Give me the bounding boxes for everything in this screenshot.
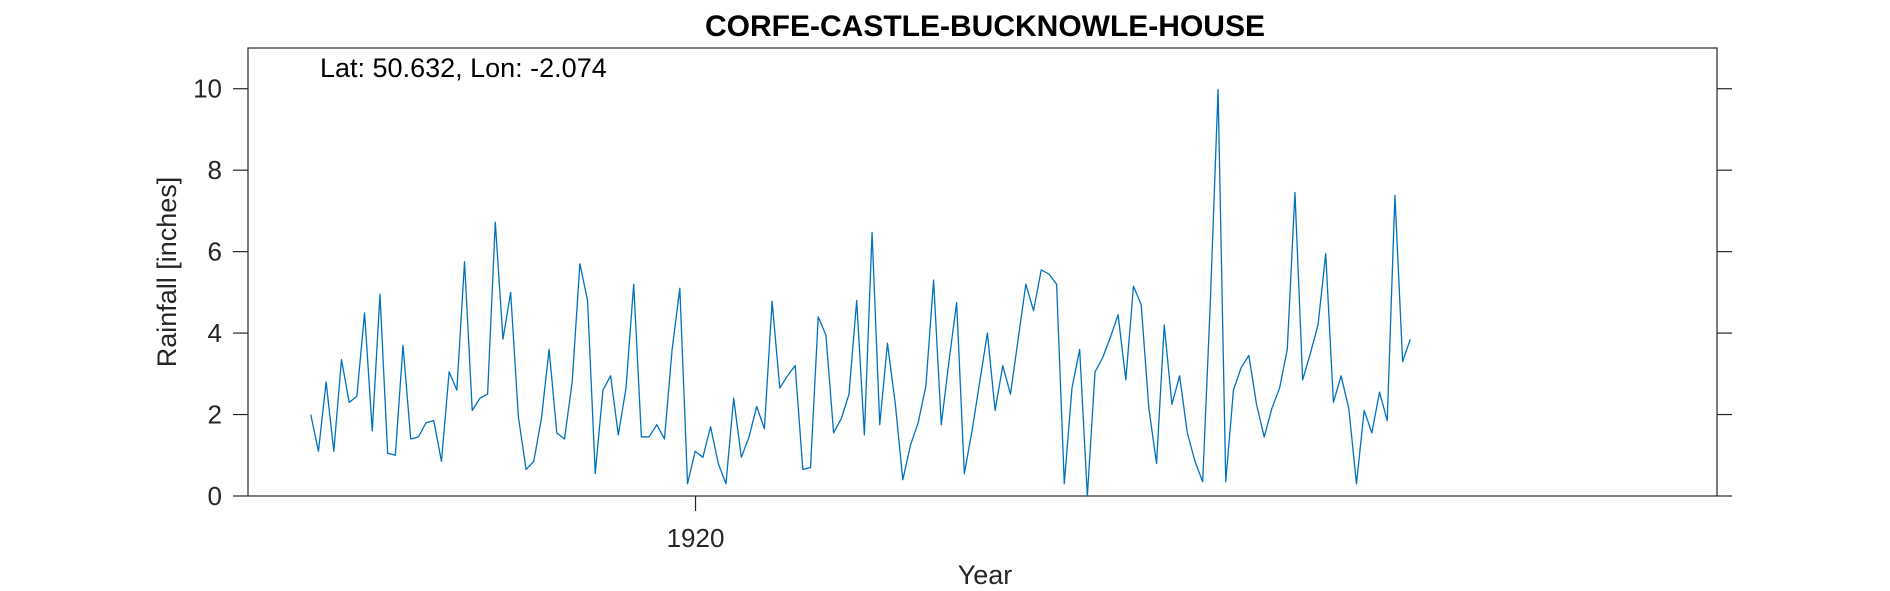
x-tick-label: 1920 — [667, 523, 725, 553]
station-coordinates-annotation: Lat: 50.632, Lon: -2.074 — [320, 53, 607, 83]
y-tick-label: 4 — [208, 318, 222, 348]
series-layer — [310, 88, 1411, 497]
plot-box — [247, 47, 1718, 497]
x-axis-label: Year — [958, 560, 1013, 590]
rainfall-series-line — [310, 88, 1411, 497]
chart-title: CORFE-CASTLE-BUCKNOWLE-HOUSE — [705, 10, 1265, 43]
y-tick-label: 8 — [208, 155, 222, 185]
y-axis-ticks: 0 2 4 6 8 10 — [193, 74, 1732, 511]
x-axis-ticks: 1920 — [667, 496, 725, 553]
plot-frame — [247, 47, 1718, 497]
y-tick-label: 2 — [208, 400, 222, 430]
y-tick-label: 10 — [193, 74, 222, 104]
y-axis-label: Rainfall [inches] — [152, 177, 182, 368]
y-tick-label: 6 — [208, 237, 222, 267]
y-tick-label: 0 — [208, 481, 222, 511]
